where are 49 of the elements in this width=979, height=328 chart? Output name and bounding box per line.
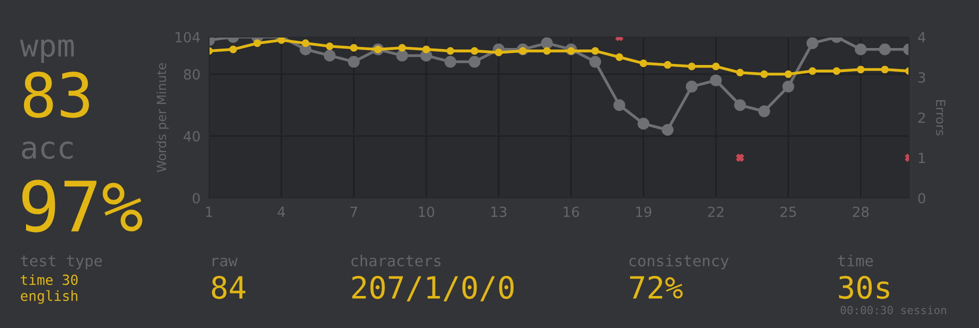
point — [543, 47, 551, 55]
point — [736, 68, 744, 76]
point — [541, 37, 553, 50]
text: english — [20, 290, 78, 304]
point — [662, 124, 674, 136]
point — [468, 56, 480, 68]
point — [640, 59, 648, 68]
point — [470, 47, 478, 55]
point — [616, 53, 624, 61]
point — [734, 99, 746, 112]
point — [638, 118, 650, 130]
text: time 30 — [20, 274, 78, 286]
point — [806, 37, 818, 50]
point — [686, 80, 698, 92]
text: 30s — [839, 276, 890, 299]
point — [589, 56, 602, 68]
point — [446, 47, 454, 55]
point — [881, 66, 889, 74]
point — [350, 44, 358, 52]
point — [760, 70, 768, 78]
point — [396, 50, 408, 62]
point — [253, 39, 262, 48]
point — [613, 99, 626, 112]
text: 84 — [212, 276, 246, 299]
point — [854, 43, 867, 56]
point — [782, 80, 794, 92]
point — [688, 62, 696, 70]
point — [878, 43, 891, 56]
point — [832, 67, 840, 75]
point — [302, 39, 310, 48]
point — [808, 67, 816, 75]
point — [324, 50, 336, 62]
point — [348, 56, 360, 68]
point — [444, 56, 456, 68]
point — [422, 46, 430, 54]
point — [710, 74, 722, 86]
point — [712, 62, 720, 70]
point — [591, 47, 600, 55]
point — [326, 42, 334, 50]
point — [856, 66, 865, 74]
point — [758, 105, 770, 118]
text: 207/1/0/0 — [352, 276, 514, 302]
text: 97% — [22, 180, 142, 232]
point — [664, 61, 672, 69]
text: 83 — [24, 72, 89, 118]
point — [398, 44, 406, 52]
point — [229, 46, 237, 54]
text: 72% — [630, 276, 683, 299]
point — [784, 70, 792, 78]
